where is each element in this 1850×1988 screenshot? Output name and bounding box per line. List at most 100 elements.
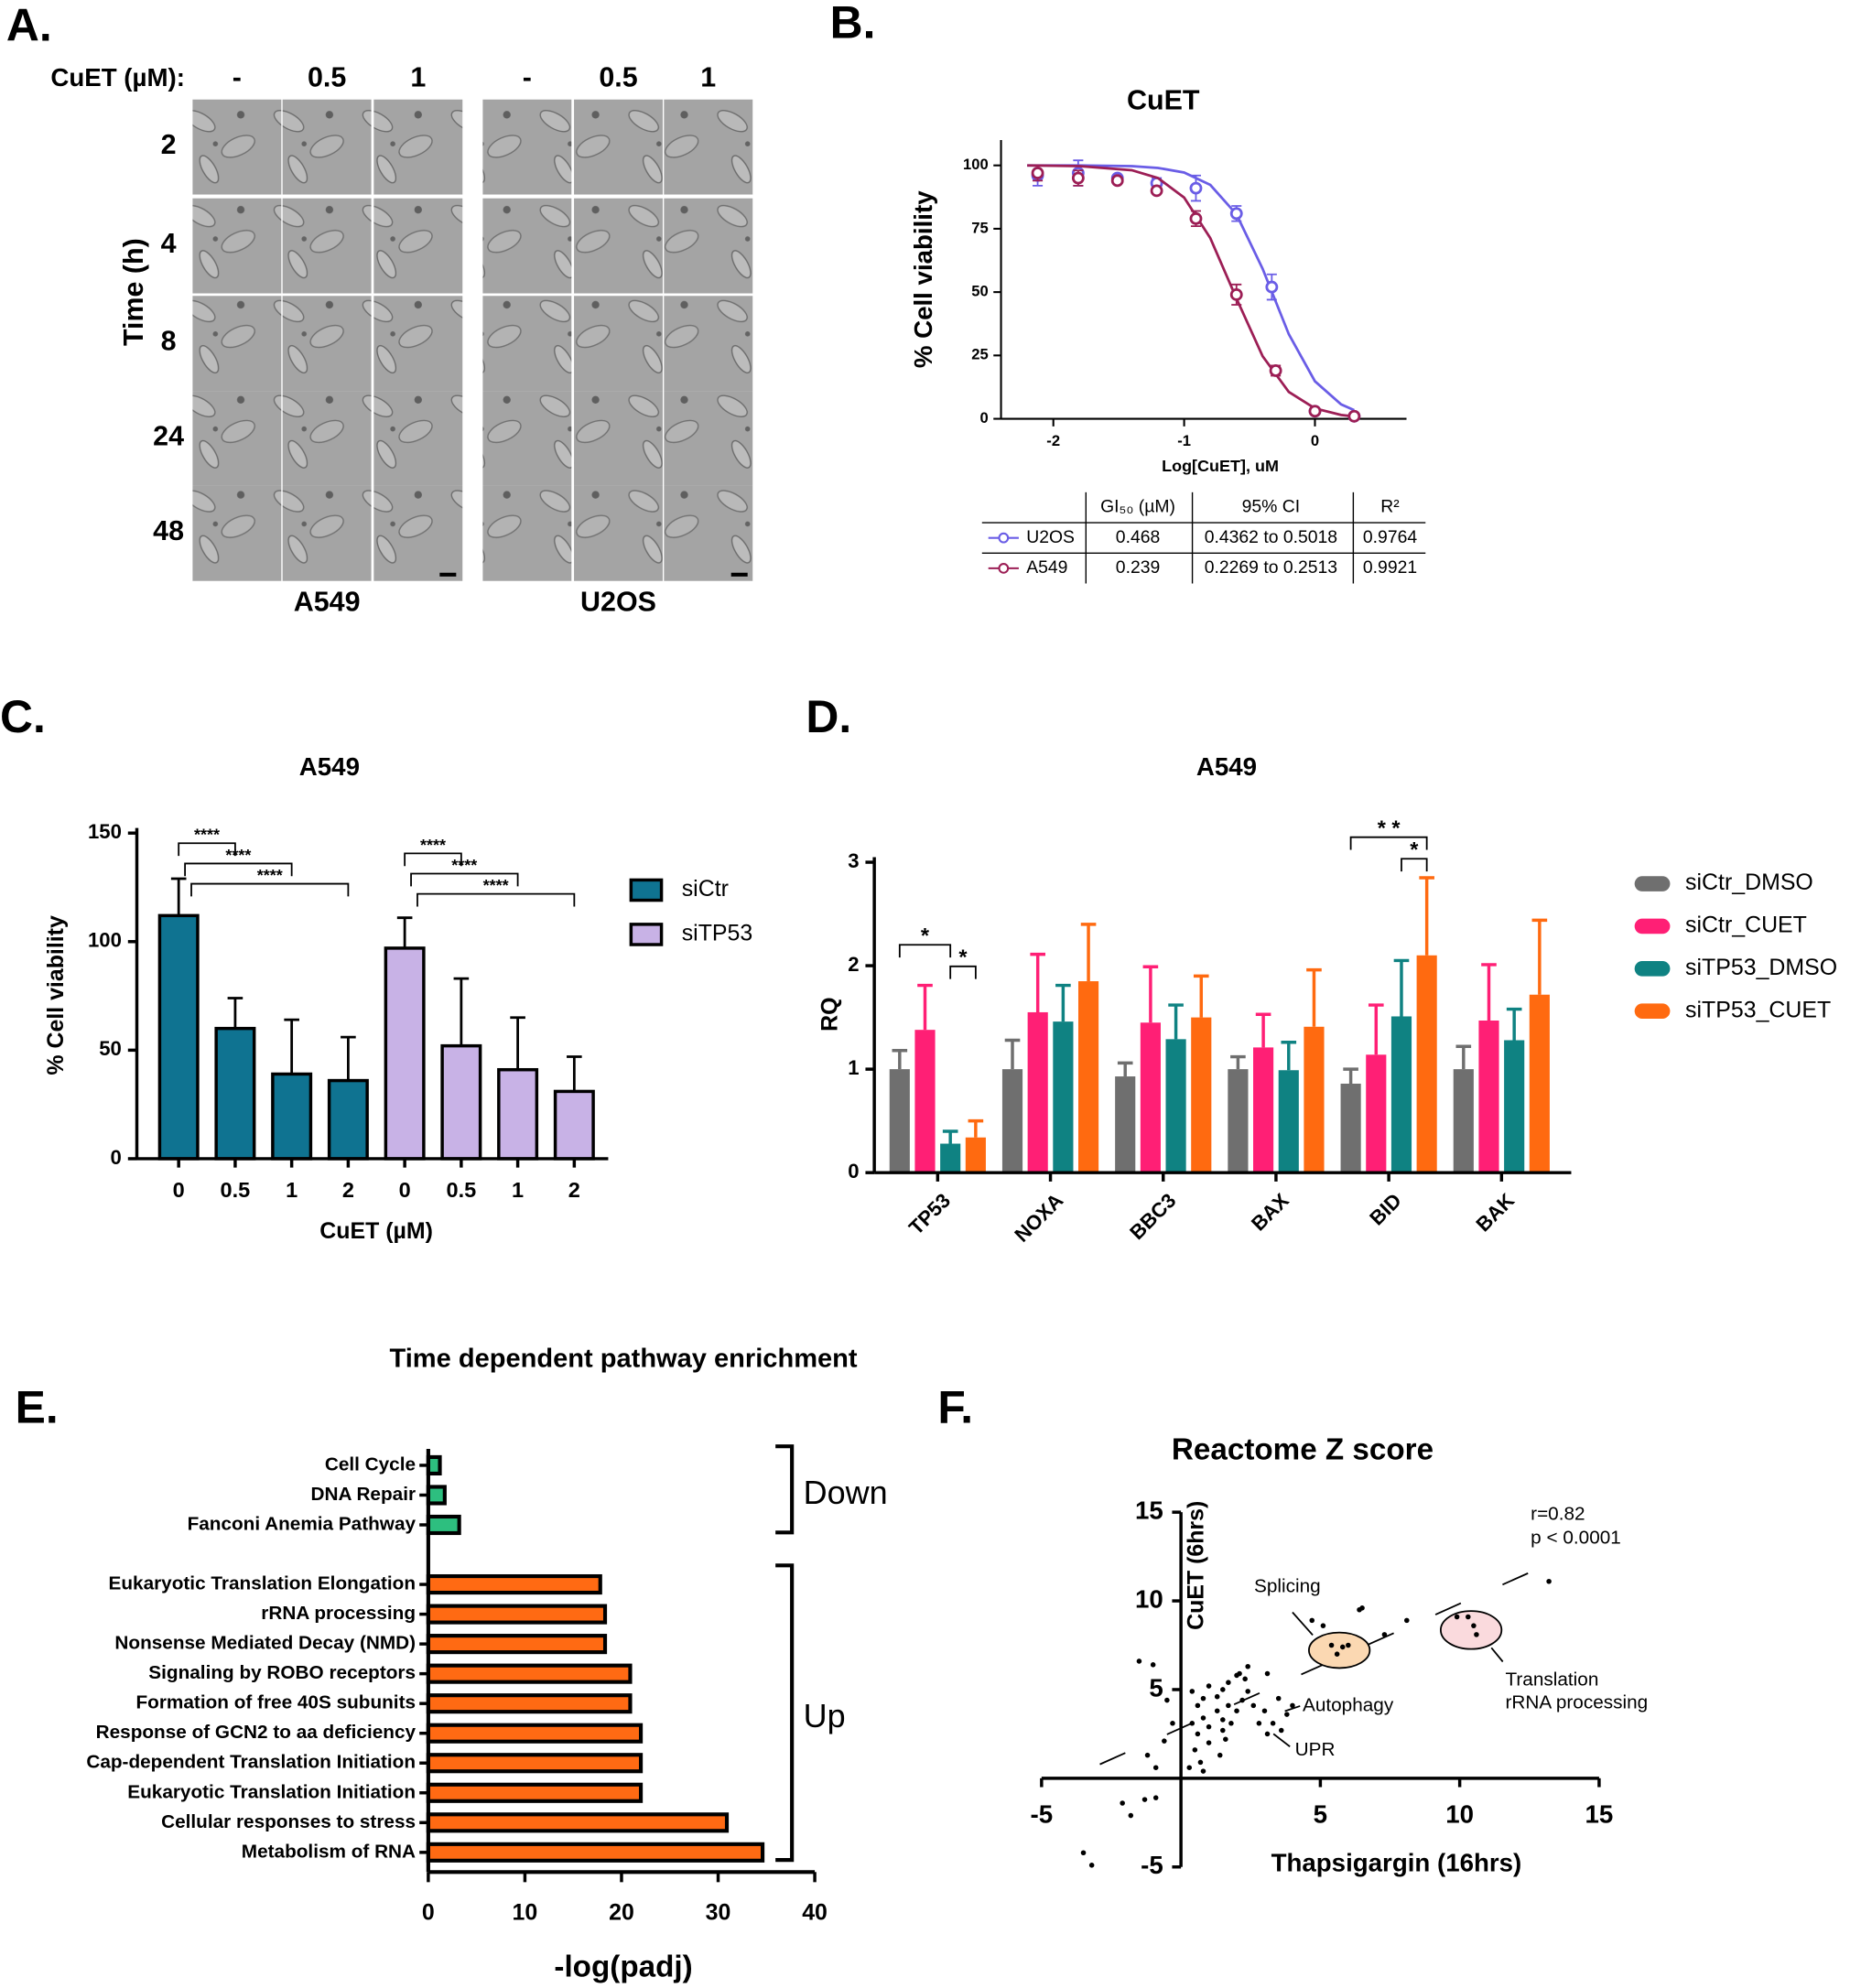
error-bar	[396, 916, 413, 948]
category-label: Eukaryotic Translation Initiation	[127, 1781, 416, 1802]
bar	[157, 913, 200, 1161]
chart-title: CuET	[1127, 85, 1200, 116]
y-axis-label: % Cell viability	[43, 915, 69, 1075]
data-point	[1071, 171, 1085, 185]
data-point	[1136, 1658, 1142, 1664]
bar	[426, 1693, 633, 1714]
micrograph	[574, 485, 663, 581]
significance-label: *	[921, 924, 930, 947]
time-label: 24	[153, 420, 184, 451]
correlation: r=0.82	[1531, 1503, 1585, 1524]
bar	[914, 1030, 936, 1173]
x-tick-label: 20	[609, 1900, 634, 1926]
data-point	[1220, 1687, 1226, 1692]
bar	[1478, 1021, 1499, 1173]
y-tick-label: 2	[848, 953, 859, 976]
bar	[1390, 1016, 1412, 1173]
legend-marker	[998, 563, 1010, 574]
significance-label: ****	[225, 846, 251, 864]
category-label: Signaling by ROBO receptors	[148, 1662, 416, 1683]
panel-label: F.	[937, 1382, 973, 1433]
y-tick-label: 3	[848, 849, 859, 872]
error-bar	[1080, 923, 1097, 982]
y-axis-label: RQ	[817, 997, 843, 1031]
data-point	[1128, 1812, 1134, 1819]
chart-title: Time dependent pathway enrichment	[389, 1345, 857, 1374]
table-cell: 0.2269 to 0.2513	[1205, 557, 1337, 578]
category-label: Formation of free 40S subunits	[136, 1692, 417, 1713]
data-point	[1308, 405, 1322, 418]
data-point	[1265, 280, 1279, 294]
table-header: 95% CI	[1242, 497, 1301, 517]
x-axis-label: Thapsigargin (16hrs)	[1271, 1848, 1522, 1876]
data-point	[1170, 1721, 1175, 1726]
bar	[940, 1143, 961, 1173]
error-bar	[1419, 876, 1434, 956]
significance-label: *	[958, 945, 968, 969]
bar	[1504, 1040, 1525, 1173]
chart-title: Reactome Z score	[1172, 1432, 1433, 1466]
group-label: Up	[804, 1697, 846, 1734]
data-point	[1278, 1727, 1284, 1734]
significance-label: ****	[420, 836, 446, 854]
bar	[1140, 1022, 1161, 1173]
error-bar	[510, 1016, 525, 1070]
data-point	[1186, 1765, 1193, 1770]
data-point	[1226, 1702, 1231, 1709]
bar	[965, 1137, 986, 1173]
data-point	[1474, 1632, 1479, 1637]
fit-curve	[1027, 164, 1355, 418]
data-point	[1164, 1697, 1170, 1703]
legend-label: siCtr_CUET	[1685, 913, 1807, 938]
chart-title: A549	[1196, 752, 1257, 781]
bar	[1366, 1054, 1387, 1173]
legend-label: siTP53_CUET	[1685, 997, 1831, 1022]
x-tick-label: 0	[422, 1900, 435, 1926]
chart-title: A549	[299, 752, 360, 781]
x-tick-label: TP53	[904, 1189, 955, 1239]
legend-label: siTP53_DMSO	[1685, 955, 1837, 980]
significance-label: ****	[451, 856, 477, 874]
x-tick-label: 40	[802, 1900, 828, 1926]
y-tick-label: 0	[848, 1160, 859, 1183]
x-tick-label: 30	[706, 1900, 731, 1926]
bar	[1165, 1039, 1186, 1173]
data-point	[1546, 1578, 1552, 1584]
x-tick-label: 0.5	[447, 1178, 477, 1202]
micrograph	[192, 198, 282, 294]
data-point	[1197, 1759, 1204, 1766]
time-label: 48	[153, 515, 184, 546]
category-label: Response of GCN2 to aa deficiency	[96, 1722, 417, 1743]
bar	[1340, 1083, 1361, 1173]
y-tick-label: 100	[88, 929, 122, 952]
data-point	[1237, 1670, 1242, 1677]
y-axis-label: CuET (6hrs)	[1184, 1501, 1209, 1630]
error-bar	[1368, 1003, 1384, 1055]
data-point	[1239, 1697, 1245, 1703]
legend-label: siTP53	[682, 921, 753, 946]
data-point	[1080, 1850, 1087, 1856]
time-label: 4	[161, 228, 177, 259]
panel-label: B.	[830, 0, 876, 49]
x-tick-label: 0	[173, 1178, 185, 1202]
scatter-overlays	[1099, 1563, 1549, 1766]
table-cell: 0.9764	[1363, 527, 1417, 547]
data-point	[1192, 1747, 1198, 1753]
dose-label: 1	[410, 62, 426, 93]
y-tick-label: 100	[963, 156, 989, 173]
error-bar	[942, 1129, 958, 1144]
data-point	[1339, 1644, 1346, 1650]
data-point	[1088, 1863, 1095, 1868]
bar	[1053, 1021, 1074, 1173]
error-bar	[341, 1035, 356, 1081]
x-tick-label: 2	[568, 1178, 580, 1202]
data-point	[1381, 1632, 1388, 1637]
bar	[426, 1663, 633, 1684]
data-point	[1217, 1752, 1223, 1758]
significance-label: ****	[483, 876, 509, 894]
bar	[1115, 1076, 1136, 1173]
legend-label: siCtr_DMSO	[1685, 870, 1813, 895]
x-tick-label: -5	[1031, 1800, 1054, 1829]
data-point	[1229, 207, 1243, 221]
